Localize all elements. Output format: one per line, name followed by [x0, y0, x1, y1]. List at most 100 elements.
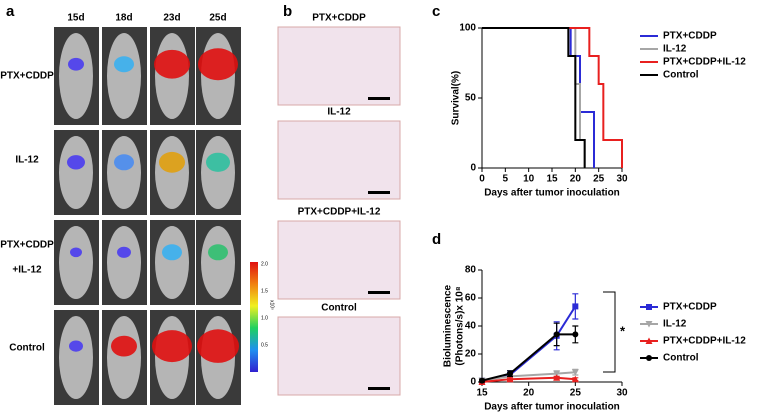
x-tick-label: 25: [570, 388, 582, 399]
legend-label: PTX+CDDP: [663, 302, 717, 313]
scale-bar: [368, 387, 390, 390]
histology-title: PTX+CDDP: [312, 13, 366, 24]
marker: [506, 375, 514, 383]
series-line: [482, 27, 623, 168]
colorbar-unit: x10⁵: [269, 300, 275, 310]
scale-bar: [368, 191, 390, 194]
mouse-body: [107, 33, 141, 119]
legend-label: PTX+CDDP: [663, 31, 717, 42]
x-tick-label: 30: [616, 174, 628, 185]
marker: [572, 303, 579, 310]
marker: [571, 375, 579, 383]
colorbar: [250, 262, 258, 372]
y-tick-label: 0: [470, 377, 476, 388]
signal: [68, 57, 84, 71]
scale-bar: [368, 291, 390, 294]
histology-title: PTX+CDDP+IL-12: [298, 207, 381, 218]
column-label: 15d: [67, 13, 84, 24]
x-tick-label: 15: [476, 388, 488, 399]
signal: [198, 48, 238, 81]
colorbar-tick: 2.0: [261, 261, 268, 267]
y-tick-label: 80: [465, 265, 477, 276]
legend-marker: [646, 355, 652, 361]
x-tick-label: 30: [616, 388, 628, 399]
mouse-body: [201, 136, 235, 209]
legend-label: IL-12: [663, 44, 687, 55]
legend-label: Control: [663, 353, 699, 364]
column-label: 23d: [163, 13, 180, 24]
series-line: [481, 333, 576, 382]
row-label: IL-12: [15, 155, 39, 166]
bracket: [603, 291, 616, 373]
signal: [117, 246, 131, 258]
x-tick-label: 15: [546, 174, 558, 185]
histology-title: IL-12: [327, 107, 351, 118]
y-tick-label: 100: [459, 23, 476, 34]
series-line: [481, 371, 576, 382]
x-tick-label: 20: [523, 388, 535, 399]
histology-title: Control: [321, 303, 357, 314]
histology-image: [277, 120, 401, 200]
signal: [114, 56, 134, 73]
signal: [197, 329, 239, 363]
marker: [553, 374, 561, 381]
y-tick-label: 50: [465, 93, 477, 104]
signal: [67, 155, 85, 170]
y-axis-label: (Photons/s)x 10⁸: [455, 286, 466, 365]
mouse-body: [59, 136, 93, 209]
legend-label: PTX+CDDP+IL-12: [663, 57, 746, 68]
signal: [111, 335, 137, 357]
y-tick-label: 60: [465, 293, 477, 304]
row-label: PTX+CDDP: [0, 71, 54, 82]
marker: [507, 370, 513, 377]
mouse-body: [59, 33, 93, 119]
colorbar-tick: 1.0: [261, 315, 268, 321]
mouse-body: [107, 136, 141, 209]
panel-label: a: [6, 3, 15, 20]
legend-marker: [646, 304, 652, 310]
annotation: *: [620, 323, 626, 338]
legend-marker: [645, 321, 653, 328]
signal: [154, 49, 190, 79]
mouse-body: [59, 226, 93, 299]
series-line: [481, 305, 577, 382]
y-tick-label: 20: [465, 349, 477, 360]
column-label: 18d: [115, 13, 132, 24]
scale-bar: [368, 97, 390, 100]
x-tick-label: 5: [503, 174, 509, 185]
signal: [70, 247, 82, 258]
row-label: +IL-12: [12, 265, 42, 276]
mouse-body: [201, 226, 235, 299]
y-axis-label: Bioluminescence: [443, 284, 454, 367]
x-tick-label: 0: [479, 174, 485, 185]
y-tick-label: 0: [470, 163, 476, 174]
colorbar-tick: 0.5: [261, 342, 268, 348]
panel-label: b: [283, 3, 292, 20]
signal: [152, 330, 192, 363]
legend-label: Control: [663, 70, 699, 81]
colorbar-tick: 1.5: [261, 288, 268, 294]
marker: [572, 331, 579, 338]
legend-label: IL-12: [663, 319, 687, 330]
row-label: PTX+CDDP: [0, 240, 54, 251]
histology-image: [277, 26, 401, 106]
mouse-body: [59, 316, 93, 399]
mouse-body: [107, 316, 141, 399]
y-tick-label: 40: [465, 321, 477, 332]
x-axis-label: Days after tumor inoculation: [484, 188, 620, 199]
signal: [69, 340, 83, 352]
series-line: [482, 27, 586, 168]
mouse-body: [155, 226, 189, 299]
marker: [479, 377, 485, 384]
y-axis-label: Survival(%): [451, 71, 462, 125]
mouse-body: [107, 226, 141, 299]
histology-image: [277, 316, 401, 396]
signal: [208, 244, 228, 261]
histology-image: [277, 220, 401, 300]
signal: [114, 154, 134, 171]
panel-label: c: [432, 3, 440, 20]
x-tick-label: 25: [593, 174, 605, 185]
panel-label: d: [432, 231, 441, 248]
legend-marker: [645, 337, 653, 344]
